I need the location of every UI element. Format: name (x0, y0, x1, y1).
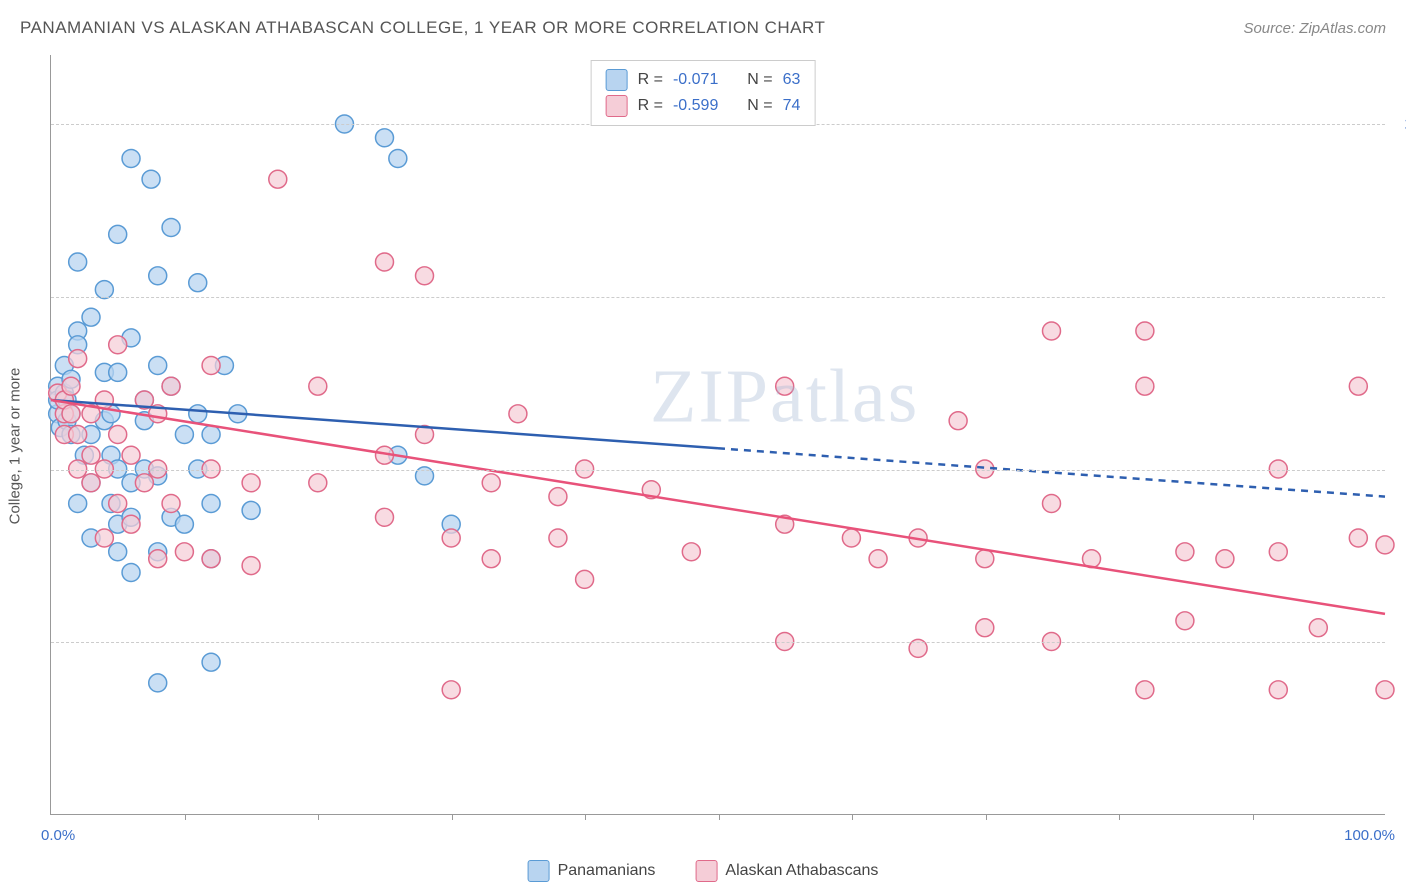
legend-series: Panamanians Alaskan Athabascans (528, 860, 879, 882)
legend-correlation: R = -0.071 N = 63 R = -0.599 N = 74 (591, 60, 816, 126)
chart-title: PANAMANIAN VS ALASKAN ATHABASCAN COLLEGE… (20, 18, 825, 38)
n-value-panamanians: 63 (783, 71, 801, 89)
n-value-athabascans: 74 (783, 97, 801, 115)
source-label: Source: ZipAtlas.com (1243, 20, 1386, 37)
y-tick-label: 75.0% (1395, 288, 1406, 305)
plot-area: ZIPatlas 25.0%50.0%75.0%100.0%0.0%100.0% (50, 55, 1385, 815)
chart-svg (51, 55, 1385, 814)
legend-swatch-athabascans (606, 95, 628, 117)
legend-item-athabascans: Alaskan Athabascans (695, 860, 878, 882)
legend-swatch-panamanians (606, 69, 628, 91)
legend-row-panamanians: R = -0.071 N = 63 (606, 67, 801, 93)
r-value-athabascans: -0.599 (673, 97, 718, 115)
r-value-panamanians: -0.071 (673, 71, 718, 89)
legend-swatch-icon (695, 860, 717, 882)
y-tick-label: 25.0% (1395, 634, 1406, 651)
y-axis-label: College, 1 year or more (7, 368, 24, 525)
y-tick-label: 100.0% (1395, 116, 1406, 133)
x-tick-label-left: 0.0% (41, 827, 75, 844)
x-tick-label-right: 100.0% (1344, 827, 1395, 844)
legend-row-athabascans: R = -0.599 N = 74 (606, 93, 801, 119)
y-tick-label: 50.0% (1395, 461, 1406, 478)
legend-swatch-icon (528, 860, 550, 882)
legend-item-panamanians: Panamanians (528, 860, 656, 882)
